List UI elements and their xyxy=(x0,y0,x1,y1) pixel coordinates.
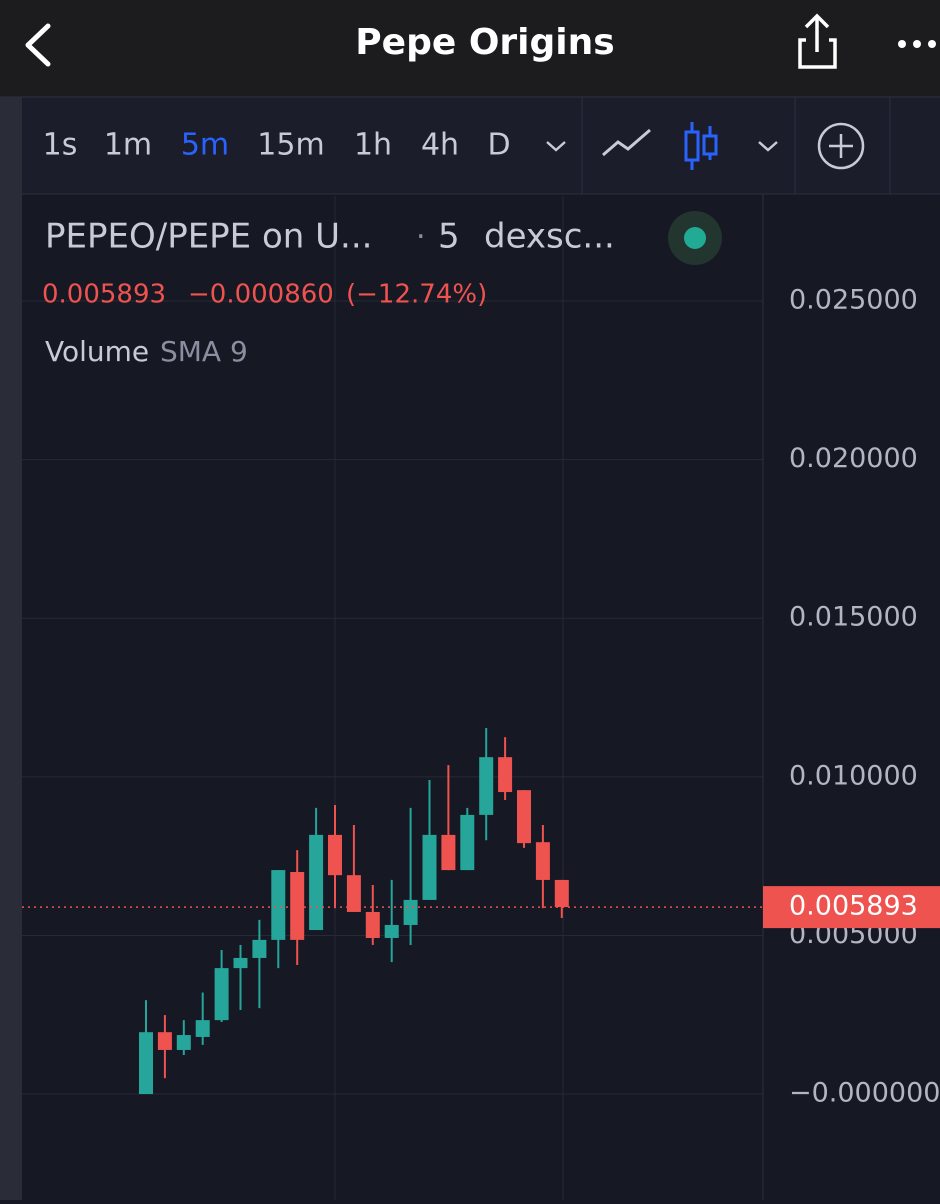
candle-body xyxy=(460,814,475,871)
interval-button[interactable]: D xyxy=(487,128,510,163)
y-tick-label: 0.020000 xyxy=(789,443,918,474)
candle-body xyxy=(441,834,456,871)
candle-body xyxy=(195,1020,210,1037)
legend-price: 0.005893 xyxy=(42,280,166,310)
candle-body xyxy=(535,842,550,880)
candle-body xyxy=(346,875,361,912)
share-button[interactable] xyxy=(798,13,837,69)
dropdown[interactable] xyxy=(546,141,566,152)
candle-body xyxy=(176,1035,191,1050)
candle-body xyxy=(365,911,380,938)
last-price-badge xyxy=(763,886,940,929)
dropdown[interactable] xyxy=(758,141,778,152)
y-tick-label: 0.025000 xyxy=(789,284,918,315)
candle-body xyxy=(517,790,531,844)
candle-body xyxy=(554,879,569,908)
candle-body xyxy=(328,834,342,876)
candle-body xyxy=(290,871,305,940)
candle-body xyxy=(139,1032,153,1095)
toolbar xyxy=(0,97,940,194)
y-tick-label: −0.000000 xyxy=(789,1078,940,1109)
candle-body xyxy=(157,1032,172,1050)
candle-body xyxy=(214,968,229,1021)
legend-change-percent: (−12.74%) xyxy=(346,280,487,310)
indicator-setting: SMA 9 xyxy=(160,335,248,368)
source: dexsc... xyxy=(484,217,615,257)
page-title: Pepe Origins xyxy=(355,22,614,63)
y-tick-label: 0.015000 xyxy=(789,602,918,633)
candle-body xyxy=(384,924,399,938)
status-dot xyxy=(684,227,706,249)
legend-change: −0.000860 xyxy=(188,280,334,310)
back-button[interactable] xyxy=(25,23,51,67)
separator: · xyxy=(416,220,426,255)
header-bar xyxy=(0,0,940,97)
candle-body xyxy=(422,834,437,900)
y-tick-label: 0.010000 xyxy=(789,760,918,791)
interval-button[interactable]: 15m xyxy=(257,128,324,163)
symbol: PEPEO/PEPE on U... xyxy=(45,217,372,257)
candle-body xyxy=(252,939,267,958)
line-chart-button[interactable] xyxy=(602,128,651,157)
interval-button[interactable]: 1s xyxy=(43,128,78,163)
interval: 5 xyxy=(438,217,460,257)
indicator-name: Volume xyxy=(45,335,149,368)
candle-body xyxy=(403,899,418,925)
candle-body xyxy=(271,870,286,940)
more-button[interactable] xyxy=(898,40,936,48)
left-strip xyxy=(0,97,22,1200)
candle-body xyxy=(233,957,248,969)
interval-button[interactable]: 4h xyxy=(421,128,459,163)
candle-chart-button[interactable] xyxy=(684,122,718,170)
candle-body xyxy=(479,757,494,815)
interval-button[interactable]: 1h xyxy=(354,128,392,163)
interval-button[interactable]: 1m xyxy=(104,128,152,163)
interval-button[interactable]: 5m xyxy=(181,128,229,163)
candle-body xyxy=(498,757,513,793)
last-price-label: 0.005893 xyxy=(789,891,918,922)
candle-body xyxy=(309,834,324,931)
add-indicator-button[interactable] xyxy=(817,122,865,170)
